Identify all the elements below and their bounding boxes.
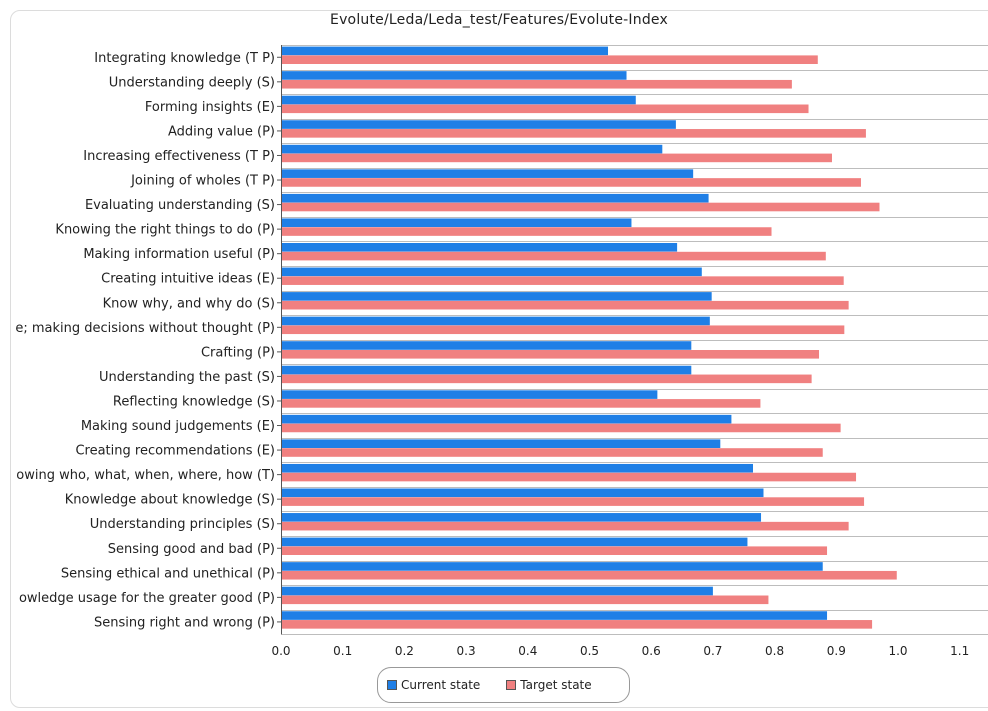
category-label: Understanding the past (S) <box>99 370 275 385</box>
bar-target-state <box>282 79 792 89</box>
category-label: Sensing right and wrong (P) <box>94 615 275 630</box>
category-label: Knowing the right things to do (P) <box>55 223 275 238</box>
category-label: Making information useful (P) <box>83 247 275 262</box>
bar-target-state <box>282 595 769 605</box>
legend-swatch-target <box>506 680 517 690</box>
category-label: Sensing good and bad (P) <box>108 542 275 557</box>
bar-current-state <box>282 513 762 522</box>
bar-target-state <box>282 325 845 335</box>
category-label: Integrating knowledge (T P) <box>94 51 275 66</box>
bar-current-state <box>282 46 609 56</box>
x-tick-label: 0.4 <box>518 644 537 658</box>
x-tick-label: 0.9 <box>827 644 846 658</box>
bar-current-state <box>282 193 709 203</box>
category-label: Joining of wholes (T P) <box>130 174 275 189</box>
category-label: Creating recommendations (E) <box>75 444 275 459</box>
bar-current-state <box>282 144 663 154</box>
x-tick-label: 0.1 <box>333 644 352 658</box>
x-tick-label: 1.0 <box>888 644 907 658</box>
bar-current-state <box>282 218 632 228</box>
legend-item-current[interactable]: Current state <box>387 678 480 692</box>
bar-current-state <box>282 537 748 547</box>
category-label: Reflecting knowledge (S) <box>113 394 275 409</box>
category-label: Adding value (P) <box>168 124 275 139</box>
category-label: owing who, what, when, where, how (T) <box>16 468 275 483</box>
chart-title: Evolute/Leda/Leda_test/Features/Evolute-… <box>330 12 668 28</box>
category-label: Creating intuitive ideas (E) <box>101 272 275 287</box>
bar-current-state <box>282 267 702 277</box>
chart-legend[interactable]: Current state Target state <box>377 667 630 703</box>
category-label: Forming insights (E) <box>145 100 275 115</box>
bar-target-state <box>282 423 841 433</box>
bar-target-state <box>282 251 826 261</box>
category-label: Knowledge about knowledge (S) <box>65 493 275 508</box>
bar-current-state <box>282 243 678 252</box>
bar-current-state <box>282 390 658 399</box>
category-label: Understanding principles (S) <box>90 517 275 532</box>
bar-current-state <box>282 586 713 596</box>
bar-current-state <box>282 95 636 105</box>
bar-target-state <box>282 546 828 555</box>
bar-target-state <box>282 129 866 138</box>
bar-target-state <box>282 472 857 482</box>
bar-current-state <box>282 439 721 448</box>
category-label: e; making decisions without thought (P) <box>15 321 275 336</box>
bar-target-state <box>282 350 820 359</box>
x-tick-label: 0.6 <box>642 644 661 658</box>
bar-target-state <box>282 276 844 285</box>
bar-current-state <box>282 414 732 424</box>
x-tick-label: 0.8 <box>765 644 784 658</box>
bar-current-state <box>282 341 692 350</box>
bar-current-state <box>282 71 627 80</box>
bar-target-state <box>282 399 761 408</box>
category-label: Evaluating understanding (S) <box>85 198 275 213</box>
category-label: Crafting (P) <box>201 345 275 360</box>
legend-label-current: Current state <box>401 678 481 692</box>
x-tick-label: 1.1 <box>950 644 969 658</box>
category-label: owledge usage for the greater good (P) <box>19 591 275 606</box>
bar-current-state <box>282 463 753 473</box>
bar-current-state <box>282 292 712 301</box>
x-tick-label: 0.2 <box>395 644 414 658</box>
bar-target-state <box>282 521 849 531</box>
bar-target-state <box>282 300 849 310</box>
category-label: Sensing ethical and unethical (P) <box>61 566 275 581</box>
bar-current-state <box>282 488 764 498</box>
bar-target-state <box>282 178 861 187</box>
legend-swatch-current <box>387 680 397 690</box>
bar-target-state <box>282 448 823 457</box>
legend-label-target: Target state <box>520 678 592 692</box>
x-tick-label: 0.3 <box>457 644 476 658</box>
category-label: Understanding deeply (S) <box>109 75 275 90</box>
bar-current-state <box>282 562 823 571</box>
bar-target-state <box>282 202 880 212</box>
bar-current-state <box>282 611 828 620</box>
category-label: Making sound judgements (E) <box>81 419 275 434</box>
bar-current-state <box>282 316 710 326</box>
x-tick-label: 0.7 <box>703 644 722 658</box>
bar-target-state <box>282 104 809 114</box>
bar-target-state <box>282 497 865 506</box>
left-clip-mask <box>0 0 10 711</box>
legend-item-target[interactable]: Target state <box>506 678 592 692</box>
bar-target-state <box>282 153 832 163</box>
x-tick-label: 0.5 <box>580 644 599 658</box>
bar-target-state <box>282 227 772 236</box>
bar-target-state <box>282 55 818 64</box>
category-label: Increasing effectiveness (T P) <box>83 149 275 164</box>
bar-current-state <box>282 365 692 375</box>
bar-target-state <box>282 374 812 384</box>
bar-current-state <box>282 169 694 178</box>
category-label: Know why, and why do (S) <box>103 296 275 311</box>
bar-target-state <box>282 570 897 580</box>
bar-target-state <box>282 620 873 629</box>
x-tick-label: 0.0 <box>271 644 290 658</box>
bar-current-state <box>282 120 676 129</box>
